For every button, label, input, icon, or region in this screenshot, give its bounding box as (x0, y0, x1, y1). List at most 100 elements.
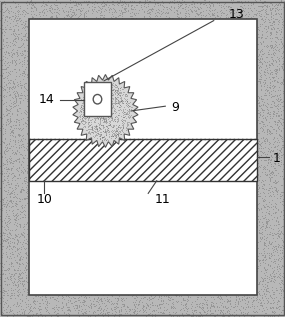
Point (8, 15, 12, 20)
Point (268, 32, 273, 37)
Point (0, 105, 4, 110)
Point (226, 314, 230, 317)
Point (5, 81, 10, 86)
Point (34, 16, 39, 21)
Point (5, 73, 10, 78)
Point (171, 306, 176, 311)
Point (8, 108, 13, 113)
Point (0, 205, 4, 210)
Point (13, 103, 18, 108)
Point (4, 259, 9, 264)
Point (186, 13, 191, 18)
Point (258, 216, 262, 221)
Point (123, 2, 128, 7)
Point (37, 16, 41, 21)
Point (86, 116, 90, 121)
Point (237, 3, 242, 9)
Point (255, 59, 259, 64)
Point (271, 247, 276, 252)
Point (272, 26, 276, 31)
Point (0, 83, 3, 88)
Point (87, 0, 92, 4)
Point (90, 10, 95, 15)
Point (25, 97, 30, 102)
Point (112, 101, 117, 106)
Point (70, 301, 74, 306)
Point (273, 89, 278, 94)
Point (224, 8, 228, 13)
Point (256, 46, 260, 51)
Point (72, 295, 76, 301)
Point (22, 55, 27, 60)
Point (207, 0, 211, 4)
Point (263, 80, 268, 85)
Point (42, 305, 47, 310)
Point (43, 305, 47, 310)
Point (265, 44, 270, 49)
Point (264, 3, 269, 8)
Point (268, 171, 273, 176)
Point (227, 4, 232, 10)
Point (273, 127, 278, 132)
Point (154, 10, 159, 15)
Point (13, 173, 17, 178)
Point (259, 224, 264, 229)
Point (13, 4, 18, 10)
Point (274, 232, 278, 237)
Point (277, 61, 282, 66)
Point (267, 128, 271, 133)
Point (99, 9, 103, 14)
Point (133, 307, 137, 312)
Point (126, 305, 131, 310)
Point (93, 120, 97, 125)
Point (261, 236, 266, 241)
Point (51, 10, 56, 15)
Point (283, 41, 285, 46)
Point (126, 2, 130, 7)
Point (18, 190, 23, 195)
Point (272, 165, 277, 171)
Point (12, 301, 17, 306)
Point (14, 212, 18, 217)
Point (260, 18, 265, 23)
Point (265, 171, 270, 177)
Point (102, 125, 106, 130)
Point (1, 238, 6, 243)
Point (260, 220, 264, 225)
Point (13, 217, 18, 223)
Point (119, 132, 123, 137)
Point (120, 122, 124, 127)
Point (5, 180, 10, 185)
Point (280, 16, 285, 22)
Point (278, 116, 283, 121)
Point (278, 231, 282, 236)
Point (10, 279, 15, 284)
Point (262, 60, 267, 65)
Point (261, 260, 265, 265)
Point (256, 171, 261, 176)
Point (118, 87, 122, 92)
Point (132, 311, 137, 316)
Point (281, 119, 285, 124)
Point (109, 116, 114, 121)
Point (3, 238, 8, 243)
Point (114, 301, 119, 307)
Point (5, 221, 9, 226)
Point (4, 82, 8, 87)
Point (275, 215, 280, 220)
Point (188, 7, 192, 12)
Point (117, 311, 121, 316)
Point (14, 195, 18, 200)
Point (5, 56, 10, 61)
Point (20, 125, 25, 130)
Point (25, 211, 30, 217)
Point (21, 306, 26, 311)
Point (170, 15, 174, 20)
Point (11, 263, 15, 268)
Point (227, 3, 232, 8)
Point (278, 145, 283, 150)
Point (273, 16, 277, 21)
Point (152, 313, 156, 317)
Point (6, 302, 11, 307)
Point (265, 49, 270, 55)
